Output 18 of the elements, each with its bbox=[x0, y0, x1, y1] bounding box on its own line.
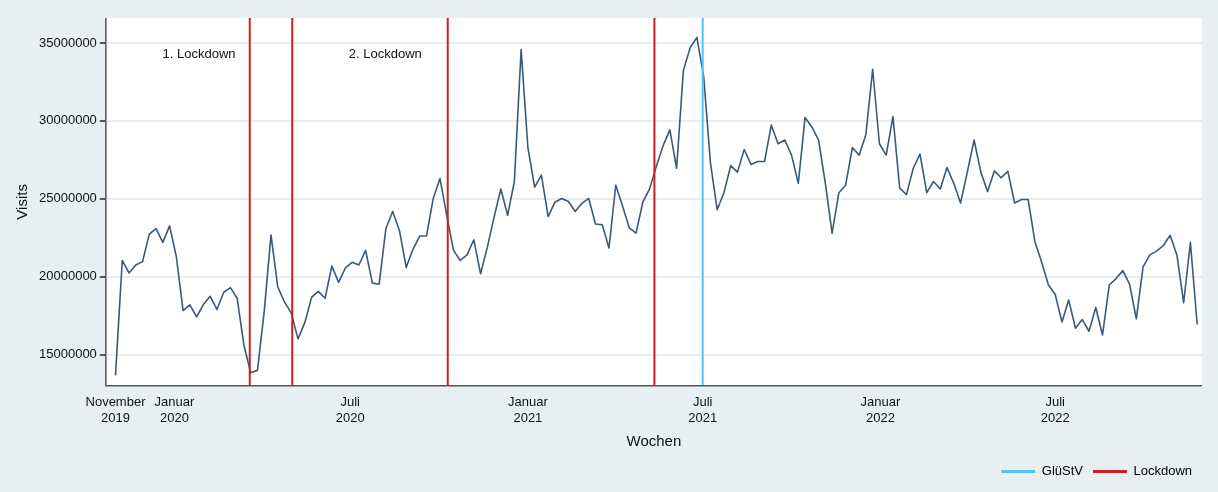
x-axis-title: Wochen bbox=[626, 432, 682, 450]
x-tick-label: Juli 2021 bbox=[688, 394, 718, 425]
y-axis-title: Visits bbox=[13, 184, 31, 220]
x-tick-label: Juli 2022 bbox=[1040, 394, 1070, 425]
legend-label: Lockdown bbox=[1133, 463, 1193, 479]
annotation: 1. Lockdown bbox=[162, 45, 236, 61]
x-tick-label: Januar 2022 bbox=[860, 394, 901, 425]
x-tick-label: Januar 2020 bbox=[154, 394, 195, 425]
y-tick-label: 25000000 bbox=[39, 190, 97, 206]
annotation: 2. Lockdown bbox=[348, 45, 422, 61]
x-tick-label: November 2019 bbox=[85, 394, 147, 425]
x-tick-label: Juli 2020 bbox=[335, 394, 365, 425]
y-tick-label: 15000000 bbox=[39, 346, 97, 362]
legend-label: GlüStV bbox=[1041, 463, 1084, 479]
y-tick-label: 30000000 bbox=[39, 112, 97, 128]
y-tick-label: 20000000 bbox=[39, 268, 97, 284]
y-tick-label: 35000000 bbox=[39, 34, 97, 50]
x-tick-label: Januar 2021 bbox=[508, 394, 549, 425]
